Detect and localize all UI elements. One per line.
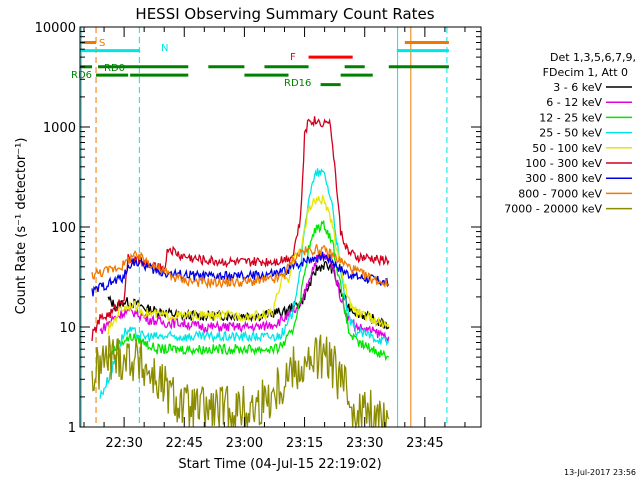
x-tick-label: 23:15 — [286, 436, 323, 451]
series-line-2 — [107, 220, 390, 362]
legend-label: 300 - 800 keV — [525, 172, 602, 185]
annotation-rd6: RD6 — [71, 70, 92, 81]
legend-label: 800 - 7000 keV — [518, 187, 602, 200]
series-line-8 — [91, 334, 390, 429]
legend-label: 3 - 6 keV — [553, 81, 602, 94]
legend-label: 50 - 100 keV — [532, 142, 602, 155]
x-tick-label: 23:45 — [406, 436, 443, 451]
legend-label: 12 - 25 keV — [539, 111, 602, 124]
y-axis-label: Count Rate (s⁻¹ detector⁻¹) — [14, 138, 29, 315]
legend-label: 7000 - 20000 keV — [504, 203, 602, 216]
legend-label: 6 - 12 keV — [546, 96, 602, 109]
x-tick-label: 23:00 — [226, 436, 263, 451]
y-tick-label: 1000 — [43, 121, 76, 136]
timestamp: 13-Jul-2017 23:56 — [564, 468, 636, 477]
y-tick-label: 100 — [51, 221, 76, 236]
legend-header-line-2: FDecim 1, Att 0 — [543, 66, 628, 79]
annotation-s: S — [99, 38, 105, 49]
x-tick-label: 22:45 — [166, 436, 203, 451]
annotation-rd0: RD0 — [104, 63, 125, 74]
annotation-rd16: RD16 — [284, 78, 311, 89]
x-tick-label: 22:30 — [105, 436, 142, 451]
annotation-n: N — [161, 43, 168, 54]
series-line-0 — [107, 260, 390, 330]
annotation-f: F — [290, 52, 296, 63]
x-axis-label: Start Time (04-Jul-15 22:19:02) — [178, 457, 381, 472]
y-tick-label: 10 — [59, 321, 76, 336]
chart-title: HESSI Observing Summary Count Rates — [135, 5, 434, 23]
series-line-6 — [91, 251, 390, 297]
y-tick-label: 1 — [68, 421, 76, 436]
legend-header-line-1: Det 1,3,5,6,7,9, — [550, 51, 636, 64]
legend-label: 25 - 50 keV — [539, 127, 602, 140]
legend-label: 100 - 300 keV — [525, 157, 602, 170]
x-tick-label: 23:30 — [346, 436, 383, 451]
series-line-4 — [107, 194, 390, 335]
series-line-1 — [99, 252, 390, 344]
y-tick-label: 10000 — [35, 21, 76, 36]
series-line-7 — [91, 244, 390, 290]
